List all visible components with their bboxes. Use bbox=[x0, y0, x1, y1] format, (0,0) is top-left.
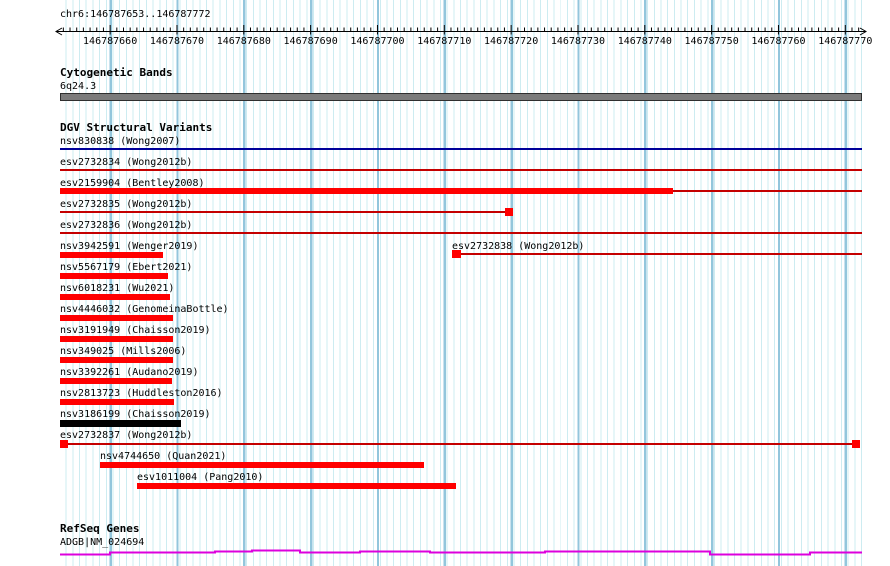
variant-glyph[interactable] bbox=[505, 208, 513, 216]
variant-glyph[interactable] bbox=[60, 232, 862, 234]
variant-glyph[interactable] bbox=[60, 148, 862, 150]
section-title-dgv-structural-variants: DGV Structural Variants bbox=[60, 121, 213, 134]
variant-label[interactable]: esv2732834 (Wong2012b) bbox=[60, 157, 193, 168]
variant-glyph[interactable] bbox=[852, 440, 860, 448]
variant-label[interactable]: esv2732838 (Wong2012b) bbox=[452, 241, 585, 252]
variant-glyph[interactable] bbox=[60, 315, 173, 321]
variant-glyph[interactable] bbox=[461, 253, 862, 255]
section-title-cytogenetic-bands: Cytogenetic Bands bbox=[60, 66, 173, 79]
variant-label[interactable]: nsv5567179 (Ebert2021) bbox=[60, 262, 193, 273]
ruler-tick-label: 146787670 bbox=[149, 36, 205, 47]
ruler-tick-label: 146787680 bbox=[216, 36, 271, 47]
ruler-tick-label: 146787770 bbox=[818, 36, 873, 47]
variant-glyph[interactable] bbox=[60, 252, 163, 258]
ruler-tick-label: 146787730 bbox=[550, 36, 606, 47]
cytoband-glyph[interactable] bbox=[60, 93, 862, 101]
variant-glyph[interactable] bbox=[60, 357, 173, 363]
variant-label[interactable]: esv2732837 (Wong2012b) bbox=[60, 430, 193, 441]
variant-label[interactable]: nsv2813723 (Huddleston2016) bbox=[60, 388, 223, 399]
variant-glyph[interactable] bbox=[60, 336, 173, 342]
variant-glyph[interactable] bbox=[60, 211, 505, 213]
variant-glyph[interactable] bbox=[60, 378, 172, 384]
ruler-tick-label: 146787710 bbox=[417, 36, 472, 47]
variant-label[interactable]: nsv830838 (Wong2007) bbox=[60, 136, 181, 147]
section-title-refseq-genes: RefSeq Genes bbox=[60, 522, 140, 535]
variant-glyph[interactable] bbox=[60, 399, 174, 405]
variant-glyph[interactable] bbox=[60, 273, 168, 279]
variant-label[interactable]: esv2159904 (Bentley2008) bbox=[60, 178, 205, 189]
ruler-tick-label: 146787740 bbox=[617, 36, 672, 47]
variant-glyph[interactable] bbox=[60, 294, 170, 300]
variant-glyph[interactable] bbox=[137, 483, 456, 489]
variant-label[interactable]: nsv3942591 (Wenger2019) bbox=[60, 241, 199, 252]
variant-glyph[interactable] bbox=[452, 250, 461, 258]
variant-label[interactable]: nsv3191949 (Chaisson2019) bbox=[60, 325, 211, 336]
variant-glyph[interactable] bbox=[60, 420, 181, 427]
ruler-tick-label: 146787720 bbox=[484, 36, 539, 47]
ruler-tick-label: 146787750 bbox=[684, 36, 739, 47]
variant-label[interactable]: nsv3186199 (Chaisson2019) bbox=[60, 409, 211, 420]
ruler-tick-label: 146787690 bbox=[283, 36, 338, 47]
variant-label[interactable]: esv1011004 (Pang2010) bbox=[137, 472, 264, 483]
variant-label[interactable]: esv2732835 (Wong2012b) bbox=[60, 199, 193, 210]
ruler-tick-label: 146787760 bbox=[751, 36, 806, 47]
variant-glyph[interactable] bbox=[60, 440, 68, 448]
variant-label[interactable]: nsv6018231 (Wu2021) bbox=[60, 283, 175, 294]
cytoband-label: 6q24.3 bbox=[60, 81, 97, 92]
variant-glyph[interactable] bbox=[100, 462, 424, 468]
variant-label[interactable]: nsv349025 (Mills2006) bbox=[60, 346, 187, 357]
variant-glyph[interactable] bbox=[68, 443, 852, 445]
ruler-tick-label: 146787660 bbox=[83, 36, 138, 47]
variant-label[interactable]: nsv4446032 (GenomeinaBottle) bbox=[60, 304, 229, 315]
variant-glyph[interactable] bbox=[60, 188, 673, 194]
refseq-gene-label: ADGB|NM_024694 bbox=[60, 537, 145, 548]
variant-glyph[interactable] bbox=[673, 190, 862, 192]
variant-label[interactable]: nsv4744650 (Quan2021) bbox=[100, 451, 227, 462]
variant-label[interactable]: nsv3392261 (Audano2019) bbox=[60, 367, 199, 378]
ruler-tick-label: 146787700 bbox=[350, 36, 405, 47]
region-title: chr6:146787653..146787772 bbox=[60, 9, 211, 20]
variant-label[interactable]: esv2732836 (Wong2012b) bbox=[60, 220, 193, 231]
variant-glyph[interactable] bbox=[60, 169, 862, 171]
